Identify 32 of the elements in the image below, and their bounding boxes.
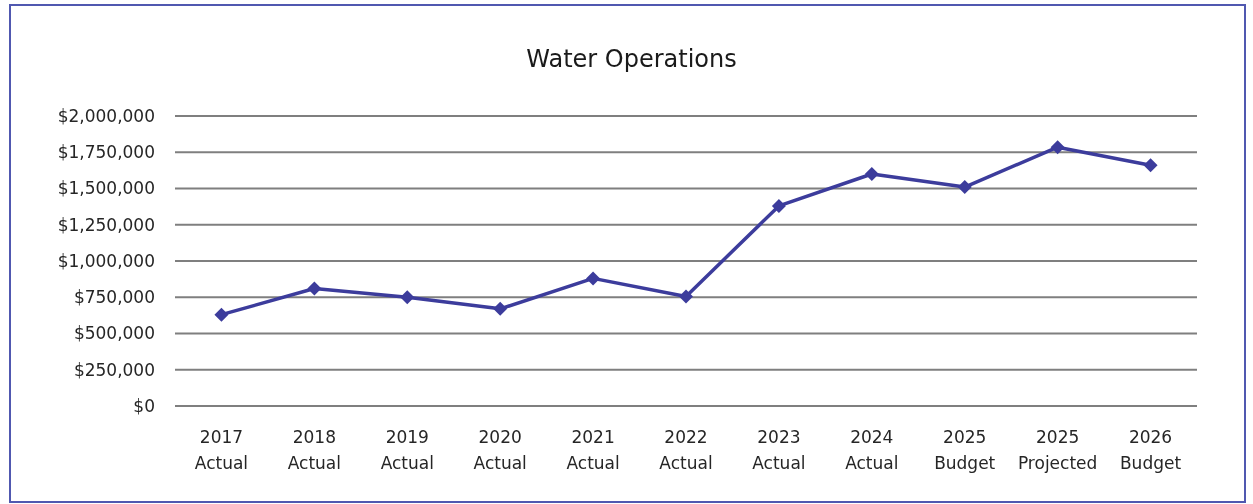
point	[864, 167, 879, 181]
y-tick-label: $1,750,000	[57, 142, 155, 163]
y-tick-label: $1,500,000	[57, 178, 155, 199]
y-tick-label: $500,000	[73, 323, 155, 344]
x-tick-label: 2019 Actual	[380, 427, 434, 473]
point	[957, 180, 972, 195]
point	[400, 290, 415, 305]
x-tick-label: 2023 Actual	[752, 427, 806, 473]
point	[586, 271, 601, 286]
y-tick-label: $750,000	[73, 287, 155, 308]
y-tick-label: $0	[133, 395, 155, 416]
x-tick-label: 2024 Actual	[845, 427, 899, 473]
x-tick-label: 2022 Actual	[659, 427, 713, 473]
point	[1050, 140, 1065, 155]
point	[679, 289, 693, 304]
x-tick-label: 2018 Actual	[287, 427, 341, 473]
y-tick-label: $250,000	[73, 359, 155, 380]
x-tick-label: 2026 Budget	[1119, 427, 1182, 473]
y-tick-label: $1,000,000	[57, 250, 155, 271]
x-tick-label: 2020 Actual	[473, 427, 527, 473]
chart-title: Water Operations	[526, 45, 737, 73]
y-tick-label: $1,250,000	[57, 214, 155, 235]
point	[214, 307, 229, 322]
point	[307, 281, 322, 296]
x-tick-label: 2017 Actual	[194, 427, 249, 473]
x-tick-label: 2025 Projected	[1017, 427, 1098, 473]
x-tick-label: 2021 Actual	[566, 427, 620, 473]
point	[771, 198, 786, 213]
point	[1143, 158, 1158, 173]
x-tick-label: 2025 Budget	[934, 427, 996, 473]
y-tick-label: $2,000,000	[57, 105, 155, 126]
point	[493, 301, 508, 316]
